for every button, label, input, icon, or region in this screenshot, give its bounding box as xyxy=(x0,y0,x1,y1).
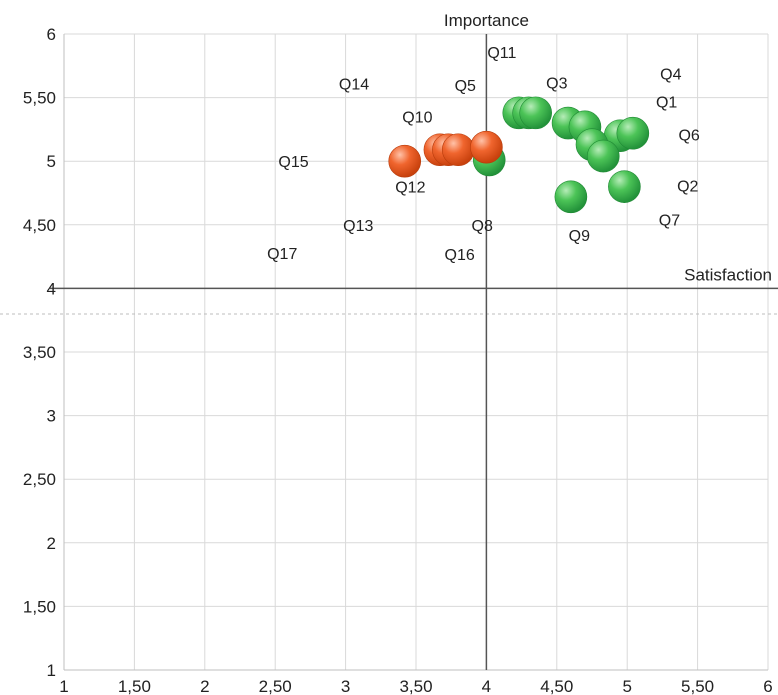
x-tick-label: 3 xyxy=(341,677,350,695)
point-label-q12: Q12 xyxy=(395,180,425,197)
y-tick-label: 2 xyxy=(47,534,56,553)
data-point-green xyxy=(586,139,620,173)
y-tick-label: 5 xyxy=(47,152,56,171)
point-label-q5: Q5 xyxy=(455,78,476,95)
y-axis-title: Importance xyxy=(444,11,529,30)
y-tick-label: 1,50 xyxy=(23,597,56,616)
data-point-green xyxy=(608,170,641,203)
data-points xyxy=(388,96,650,214)
y-tick-label: 3 xyxy=(47,407,56,426)
x-tick-label: 4,50 xyxy=(540,677,573,695)
point-label-q13: Q13 xyxy=(343,218,373,235)
point-label-q7: Q7 xyxy=(659,213,680,230)
data-point-orange xyxy=(470,130,503,164)
point-label-q10: Q10 xyxy=(402,110,432,127)
point-label-q16: Q16 xyxy=(445,247,475,264)
point-label-q14: Q14 xyxy=(339,77,369,94)
y-tick-label: 2,50 xyxy=(23,470,56,489)
data-point-orange xyxy=(388,144,422,178)
y-tick-label: 6 xyxy=(47,25,56,44)
point-label-q8: Q8 xyxy=(472,218,493,235)
point-label-q15: Q15 xyxy=(278,154,308,171)
y-tick-label: 1 xyxy=(47,661,56,680)
y-tick-label: 5,50 xyxy=(23,89,56,108)
point-label-q17: Q17 xyxy=(267,246,297,263)
point-label-q1: Q1 xyxy=(656,94,677,111)
data-point-green xyxy=(616,116,650,150)
point-label-q4: Q4 xyxy=(660,66,681,83)
point-label-q6: Q6 xyxy=(678,127,699,144)
x-tick-label: 2,50 xyxy=(259,677,292,695)
point-label-q9: Q9 xyxy=(569,228,590,245)
y-tick-label: 4,50 xyxy=(23,216,56,235)
data-point-orange xyxy=(441,133,475,167)
x-tick-label: 3,50 xyxy=(399,677,432,695)
point-label-q3: Q3 xyxy=(546,75,567,92)
x-tick-label: 6 xyxy=(763,677,772,695)
y-tick-label: 3,50 xyxy=(23,343,56,362)
x-axis-title: Satisfaction xyxy=(684,265,772,284)
point-label-q2: Q2 xyxy=(677,178,698,195)
x-tick-label: 1 xyxy=(59,677,68,695)
x-tick-label: 4 xyxy=(482,677,491,695)
x-tick-label: 1,50 xyxy=(118,677,151,695)
grid xyxy=(63,33,769,671)
tick-labels: 1 1,50 2 2,50 3 3,50 4 4,50 5 5,50 6 1 1,50 2 2,50 3 3,5… xyxy=(23,25,773,695)
x-tick-label: 5 xyxy=(622,677,631,695)
data-point-green xyxy=(519,96,552,130)
data-point-green xyxy=(554,180,588,214)
x-tick-label: 5,50 xyxy=(681,677,714,695)
y-tick-label: 4 xyxy=(47,279,56,298)
x-tick-label: 2 xyxy=(200,677,209,695)
point-label-q11: Q11 xyxy=(487,45,516,62)
point-labels: Q1 Q2 Q3 Q4 Q5 Q6 Q7 Q8 Q9 Q10 Q11 Q12 Q13 Q14 Q15 Q16 Q… xyxy=(267,45,700,264)
